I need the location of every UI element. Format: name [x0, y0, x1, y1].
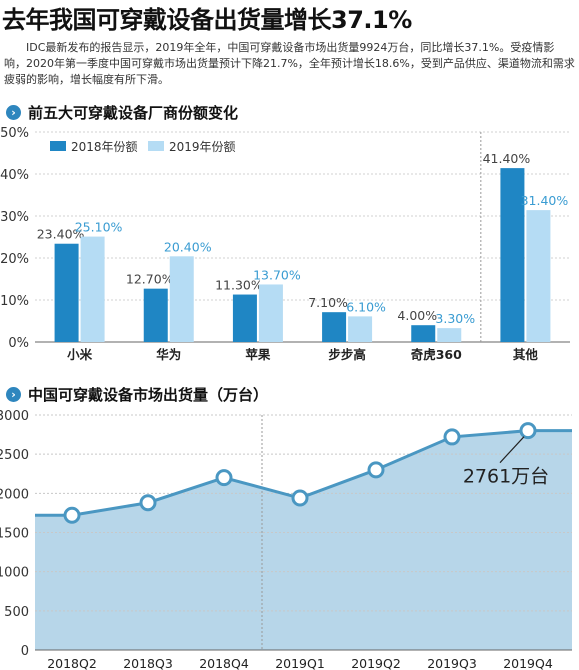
legend-swatch [148, 141, 164, 151]
data-point [291, 489, 309, 507]
bar-2018 [232, 294, 257, 342]
area-ytick-label: 2000 [0, 487, 29, 502]
bar-value-label: 13.70% [253, 267, 301, 282]
intro-paragraph: IDC最新发布的报告显示，2019年全年，中国可穿戴设备市场出货量9924万台，… [4, 41, 575, 86]
bar-value-label: 31.40% [521, 193, 569, 208]
data-point [215, 469, 233, 487]
legend-label: 2019年份额 [169, 140, 236, 154]
bar-value-label: 20.40% [164, 239, 212, 254]
annotation-label: 2761万台 [463, 466, 549, 488]
area-xtick-label: 2019Q4 [503, 656, 553, 670]
bar-value-label: 6.10% [346, 299, 386, 314]
bar-2019 [437, 328, 462, 342]
bar-section-heading: › 前五大可穿戴设备厂商份额变化 [6, 102, 238, 123]
annotation-leader [499, 436, 525, 464]
chevron-right-icon: › [6, 387, 21, 402]
headline: 去年我国可穿戴设备出货量增长37.1% [2, 6, 412, 34]
area-xtick-label: 2018Q3 [123, 656, 173, 670]
bar-value-label: 25.10% [75, 220, 123, 235]
bar-2019 [526, 210, 551, 342]
area-xtick-label: 2019Q2 [351, 656, 401, 670]
area-fill [35, 430, 572, 650]
bar-2018 [411, 325, 436, 342]
shipments-area-chart: 0 500 1000 1500 2000 2500 3000 2018Q2 2018Q3 2018… [0, 409, 572, 670]
legend-label: 2018年份额 [71, 140, 138, 154]
bar-section-title: 前五大可穿戴设备厂商份额变化 [28, 104, 239, 122]
bar-ytick-label: 10% [0, 294, 29, 309]
bar-ytick-label: 30% [0, 210, 29, 225]
bar-category-label: 步步高 [328, 347, 366, 362]
bar-category-label: 小米 [66, 347, 93, 362]
bar-2019 [80, 236, 105, 342]
line-section-heading: › 中国可穿戴设备市场出货量（万台） [6, 384, 268, 405]
area-ytick-label: 500 [4, 605, 29, 620]
bar-value-label: 7.10% [308, 295, 348, 310]
line-section-title: 中国可穿戴设备市场出货量（万台） [28, 386, 269, 404]
bar-ytick-label: 40% [0, 168, 29, 183]
bar-value-label: 11.30% [215, 278, 263, 293]
legend-swatch [50, 141, 66, 151]
bar-2019 [258, 284, 283, 342]
bar-2018 [54, 243, 79, 342]
chevron-right-icon: › [6, 105, 21, 120]
bar-value-label: 4.00% [397, 308, 437, 323]
bar-2019 [348, 316, 373, 342]
data-point [519, 422, 537, 440]
data-point [367, 461, 385, 479]
bar-category-label: 奇虎360 [411, 347, 462, 362]
bar-value-label: 12.70% [126, 272, 174, 287]
bar-ytick-label: 50% [0, 126, 29, 141]
area-xtick-label: 2019Q1 [275, 656, 325, 670]
bar-category-label: 华为 [156, 347, 181, 362]
bar-value-label: 3.30% [435, 311, 475, 326]
bar-ytick-label: 20% [0, 252, 29, 267]
market-share-bar-chart: 0% 10% 20% 30% 40% 50% 23.40%25.10% 小米 12.70% 20.… [0, 126, 570, 362]
bar-2018 [500, 168, 525, 342]
bar-value-label: 41.40% [483, 151, 531, 166]
data-point [443, 428, 461, 446]
area-xtick-label: 2018Q2 [47, 656, 97, 670]
bar-2019 [169, 256, 194, 342]
bar-value-label: 23.40% [37, 227, 85, 242]
area-xtick-label: 2018Q4 [199, 656, 249, 670]
area-ytick-label: 1000 [0, 566, 29, 581]
bar-2018 [143, 288, 168, 342]
bar-category-label: 苹果 [245, 347, 271, 362]
data-point [63, 506, 81, 524]
bar-ytick-label: 0% [8, 336, 29, 351]
data-point [139, 494, 157, 512]
bar-2018 [322, 312, 347, 342]
bar-category-label: 其他 [513, 347, 539, 362]
area-ytick-label: 2500 [0, 448, 29, 463]
area-xtick-label: 2019Q3 [427, 656, 477, 670]
area-ytick-label: 3000 [0, 409, 29, 424]
area-ytick-label: 0 [21, 644, 29, 659]
area-ytick-label: 1500 [0, 527, 29, 542]
